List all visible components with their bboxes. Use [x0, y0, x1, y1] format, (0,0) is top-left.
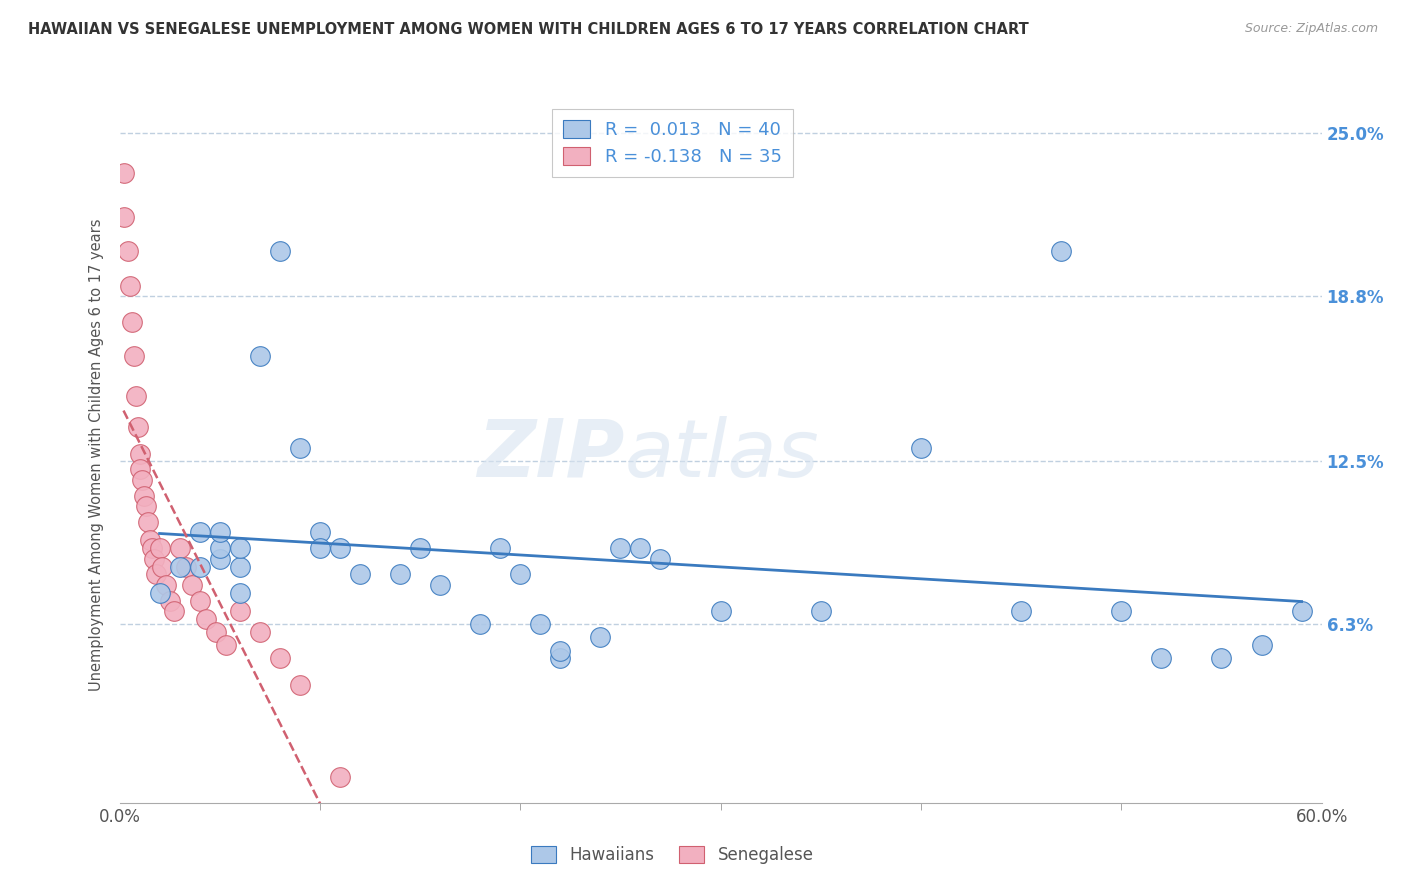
- Point: [117, 244, 139, 259]
- Point: [309, 541, 332, 555]
- Point: [136, 515, 159, 529]
- Text: ZIP: ZIP: [477, 416, 624, 494]
- Point: [509, 567, 531, 582]
- Point: [249, 625, 271, 640]
- Point: [141, 541, 163, 555]
- Point: [132, 489, 155, 503]
- Point: [208, 525, 231, 540]
- Point: [150, 559, 173, 574]
- Point: [429, 578, 451, 592]
- Point: [149, 541, 172, 555]
- Point: [215, 638, 238, 652]
- Point: [128, 462, 150, 476]
- Point: [1250, 638, 1272, 652]
- Point: [650, 551, 672, 566]
- Point: [709, 604, 731, 618]
- Point: [529, 617, 551, 632]
- Point: [269, 244, 291, 259]
- Point: [288, 442, 311, 456]
- Point: [145, 567, 167, 582]
- Point: [162, 604, 184, 618]
- Point: [329, 770, 352, 784]
- Point: [409, 541, 432, 555]
- Point: [810, 604, 832, 618]
- Point: [349, 567, 371, 582]
- Point: [169, 541, 191, 555]
- Point: [1010, 604, 1032, 618]
- Point: [155, 578, 177, 592]
- Point: [149, 586, 172, 600]
- Point: [128, 447, 150, 461]
- Text: atlas: atlas: [624, 416, 820, 494]
- Point: [118, 278, 141, 293]
- Point: [131, 473, 153, 487]
- Point: [249, 350, 271, 364]
- Point: [609, 541, 631, 555]
- Point: [1050, 244, 1073, 259]
- Point: [112, 166, 135, 180]
- Point: [135, 499, 157, 513]
- Point: [180, 578, 202, 592]
- Point: [388, 567, 412, 582]
- Point: [329, 541, 352, 555]
- Point: [122, 350, 145, 364]
- Point: [138, 533, 160, 548]
- Point: [550, 651, 572, 665]
- Point: [309, 525, 332, 540]
- Point: [1291, 604, 1313, 618]
- Point: [142, 551, 165, 566]
- Point: [550, 643, 572, 657]
- Point: [1150, 651, 1173, 665]
- Point: [121, 315, 143, 329]
- Point: [188, 559, 211, 574]
- Point: [910, 442, 932, 456]
- Point: [589, 631, 612, 645]
- Y-axis label: Unemployment Among Women with Children Ages 6 to 17 years: Unemployment Among Women with Children A…: [89, 219, 104, 691]
- Point: [188, 593, 211, 607]
- Point: [1211, 651, 1233, 665]
- Point: [228, 541, 252, 555]
- Text: HAWAIIAN VS SENEGALESE UNEMPLOYMENT AMONG WOMEN WITH CHILDREN AGES 6 TO 17 YEARS: HAWAIIAN VS SENEGALESE UNEMPLOYMENT AMON…: [28, 22, 1029, 37]
- Point: [228, 559, 252, 574]
- Point: [630, 541, 652, 555]
- Point: [194, 612, 217, 626]
- Point: [269, 651, 291, 665]
- Point: [489, 541, 512, 555]
- Point: [468, 617, 492, 632]
- Point: [204, 625, 226, 640]
- Point: [124, 389, 146, 403]
- Point: [174, 559, 197, 574]
- Legend: Hawaiians, Senegalese: Hawaiians, Senegalese: [524, 839, 821, 871]
- Point: [228, 604, 252, 618]
- Point: [112, 211, 135, 225]
- Point: [288, 678, 311, 692]
- Text: Source: ZipAtlas.com: Source: ZipAtlas.com: [1244, 22, 1378, 36]
- Point: [208, 541, 231, 555]
- Point: [188, 525, 211, 540]
- Point: [127, 420, 149, 434]
- Point: [1111, 604, 1133, 618]
- Point: [208, 551, 231, 566]
- Point: [159, 593, 181, 607]
- Point: [169, 559, 191, 574]
- Point: [228, 586, 252, 600]
